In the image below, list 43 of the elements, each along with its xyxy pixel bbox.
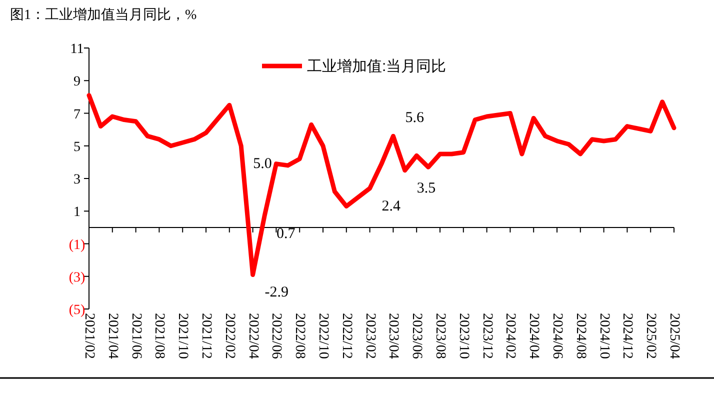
x-tick-label: 2025/02 [643,313,658,359]
annotation: 5.6 [405,110,424,126]
x-tick-label: 2024/02 [502,313,518,359]
x-tick-label: 2022/04 [245,313,260,359]
y-tick-label: 3 [74,172,80,188]
x-tick-label: 2024/10 [596,313,612,359]
y-tick-label: 11 [70,42,84,57]
y-tick-label: 5 [74,140,80,155]
y-tick-label: 7 [74,107,80,122]
x-tick-label: 2025/04 [666,313,682,359]
x-tick-label: 2022/02 [222,313,237,359]
x-tick-label: 2022/06 [268,313,284,359]
x-tick-label: 2022/12 [338,313,354,359]
x-tick-label: 2023/08 [432,313,448,359]
annotation: 3.5 [416,180,436,196]
x-tick-label: 2022/10 [316,313,330,359]
x-tick-label: 2021/06 [128,313,144,359]
y-tick-label: 1 [74,205,80,220]
x-tick-label: 2024/08 [572,313,588,359]
annotation: -2.9 [264,284,289,301]
x-tick-label: 2023/12 [479,313,494,359]
x-tick-label: 2024/06 [550,313,564,359]
annotation: 2.4 [382,198,402,214]
legend-label: 工业增加值:当月同比 [307,58,446,75]
annotation: 5.0 [253,156,272,172]
x-tick-label: 2021/08 [152,313,167,359]
y-tick-label: (3) [68,270,86,286]
y-tick-label: (5) [68,303,86,318]
x-tick-label: 2024/04 [526,313,542,359]
y-tick-label: (1) [68,238,86,253]
x-tick-label: 2023/10 [456,313,471,359]
annotation: 0.7 [276,226,296,242]
x-tick-label: 2023/06 [409,313,424,359]
x-tick-label: 2021/10 [175,313,190,359]
line-series [86,93,676,277]
y-tick-label: 9 [74,74,80,90]
x-tick-label: 2022/08 [292,313,308,359]
x-tick-label: 2021/04 [104,313,120,359]
x-tick-label: 2023/04 [386,313,401,359]
x-tick-label: 2023/02 [362,313,378,359]
x-tick-label: 2021/12 [198,313,214,359]
x-tick-label: 2024/12 [620,313,635,359]
chart-title: 图1：工业增加值当月同比，% [10,7,197,23]
